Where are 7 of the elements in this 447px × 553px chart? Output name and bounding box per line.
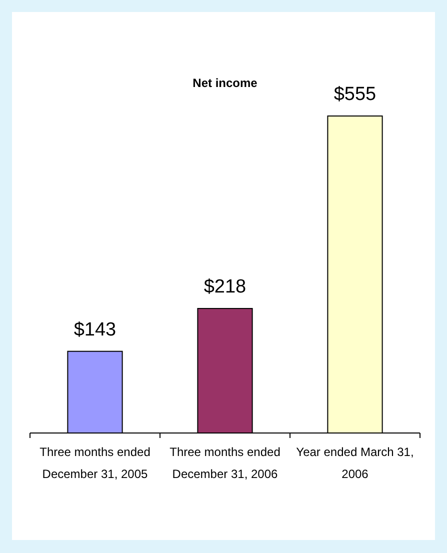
- data-label: $143: [74, 319, 116, 340]
- data-label: $555: [334, 84, 376, 105]
- data-label: $218: [204, 276, 246, 298]
- x-tick-label: Three months ended December 31, 2006: [170, 445, 280, 481]
- x-tick-label: Three months ended December 31, 2005: [40, 445, 150, 481]
- x-tick-label: Year ended March 31, 2006: [296, 445, 414, 481]
- chart-title: Net income: [192, 76, 258, 90]
